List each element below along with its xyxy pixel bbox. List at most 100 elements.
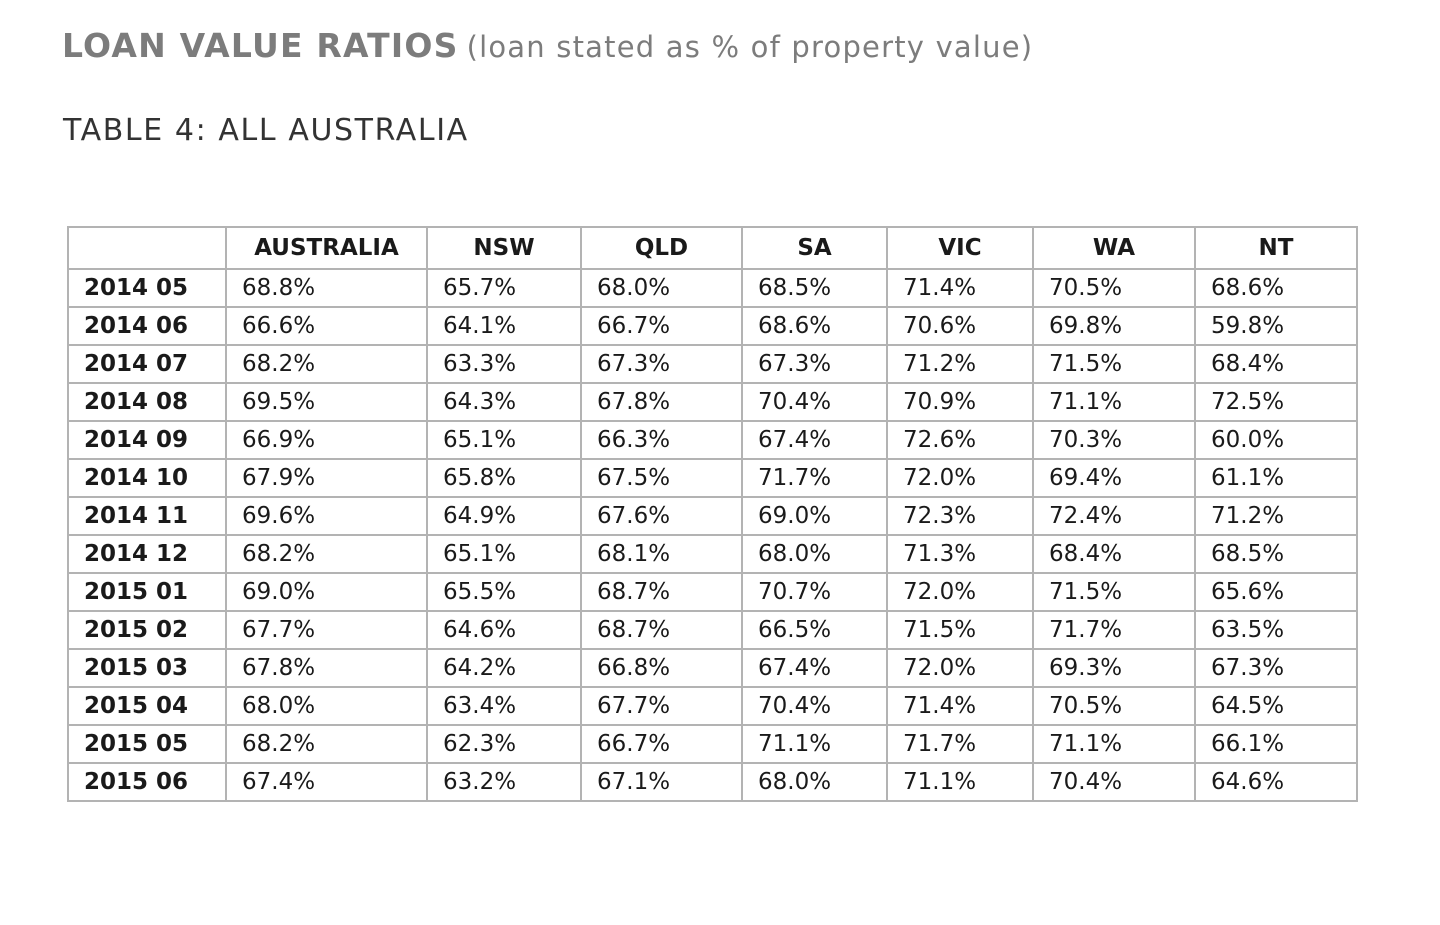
table-cell: 68.1% [580, 534, 743, 574]
table-cell: 70.5% [1032, 268, 1196, 308]
table-cell: 67.3% [580, 344, 743, 384]
table-cell: 65.5% [426, 572, 582, 612]
table-cell: 67.4% [741, 648, 888, 688]
row-period-label: 2015 03 [67, 648, 227, 688]
row-period-label: 2014 09 [67, 420, 227, 460]
table-cell: 71.1% [741, 724, 888, 764]
table-row: 2014 07 68.2% 63.3% 67.3% 67.3% 71.2% 71.5% 68.… [67, 344, 1358, 384]
table-cell: 71.5% [886, 610, 1034, 650]
table-cell: 67.7% [225, 610, 428, 650]
table-cell: 64.6% [1194, 762, 1358, 802]
table-cell: 64.1% [426, 306, 582, 346]
table-cell: 68.4% [1032, 534, 1196, 574]
table-cell: 68.0% [741, 534, 888, 574]
table-cell: 67.8% [580, 382, 743, 422]
table-cell: 67.3% [1194, 648, 1358, 688]
table-cell: 71.5% [1032, 572, 1196, 612]
corner-cell [67, 226, 227, 270]
table-cell: 69.6% [225, 496, 428, 536]
table-cell: 67.6% [580, 496, 743, 536]
table-cell: 64.6% [426, 610, 582, 650]
table-cell: 67.5% [580, 458, 743, 498]
column-header: NT [1194, 226, 1358, 270]
table-cell: 65.1% [426, 420, 582, 460]
table-cell: 68.5% [741, 268, 888, 308]
table-row: 2015 02 67.7% 64.6% 68.7% 66.5% 71.5% 71.7% 63.… [67, 610, 1358, 650]
table-cell: 67.4% [741, 420, 888, 460]
table-cell: 72.4% [1032, 496, 1196, 536]
table-cell: 66.3% [580, 420, 743, 460]
table-cell: 72.6% [886, 420, 1034, 460]
table-cell: 66.7% [580, 306, 743, 346]
table-cell: 71.4% [886, 686, 1034, 726]
table-cell: 66.7% [580, 724, 743, 764]
table-row: 2014 05 68.8% 65.7% 68.0% 68.5% 71.4% 70.5% 68.… [67, 268, 1358, 308]
table-cell: 67.9% [225, 458, 428, 498]
table-cell: 68.0% [580, 268, 743, 308]
row-period-label: 2014 11 [67, 496, 227, 536]
table-cell: 68.6% [1194, 268, 1358, 308]
table-row: 2015 05 68.2% 62.3% 66.7% 71.1% 71.7% 71.1% 66.… [67, 724, 1358, 764]
table-cell: 66.6% [225, 306, 428, 346]
table-cell: 71.2% [1194, 496, 1358, 536]
table-row: 2014 10 67.9% 65.8% 67.5% 71.7% 72.0% 69.4% 61.… [67, 458, 1358, 498]
column-header: NSW [426, 226, 582, 270]
table-cell: 72.0% [886, 648, 1034, 688]
table-cell: 72.3% [886, 496, 1034, 536]
table-row: 2015 03 67.8% 64.2% 66.8% 67.4% 72.0% 69.3% 67.… [67, 648, 1358, 688]
table-cell: 68.7% [580, 572, 743, 612]
table-cell: 71.1% [1032, 382, 1196, 422]
row-period-label: 2014 06 [67, 306, 227, 346]
table-cell: 70.9% [886, 382, 1034, 422]
table-cell: 70.6% [886, 306, 1034, 346]
table-cell: 63.2% [426, 762, 582, 802]
table-cell: 67.1% [580, 762, 743, 802]
table-row: 2014 11 69.6% 64.9% 67.6% 69.0% 72.3% 72.4% 71.… [67, 496, 1358, 536]
row-period-label: 2015 01 [67, 572, 227, 612]
table-cell: 62.3% [426, 724, 582, 764]
table-cell: 63.3% [426, 344, 582, 384]
table-cell: 68.4% [1194, 344, 1358, 384]
table-cell: 66.8% [580, 648, 743, 688]
row-period-label: 2015 06 [67, 762, 227, 802]
table-cell: 63.5% [1194, 610, 1358, 650]
table-cell: 71.5% [1032, 344, 1196, 384]
table-body: 2014 05 68.8% 65.7% 68.0% 68.5% 71.4% 70.5% 68.… [67, 268, 1358, 802]
table-cell: 65.6% [1194, 572, 1358, 612]
title-main: LOAN VALUE RATIOS [62, 26, 459, 65]
column-header: QLD [580, 226, 743, 270]
table-cell: 71.3% [886, 534, 1034, 574]
table-cell: 67.8% [225, 648, 428, 688]
loan-value-ratio-table: AUSTRALIA NSW QLD SA VIC WA NT 2014 05 68.8% 65.… [67, 226, 1358, 802]
table-cell: 69.3% [1032, 648, 1196, 688]
table-cell: 67.3% [741, 344, 888, 384]
table-cell: 69.8% [1032, 306, 1196, 346]
table-cell: 65.7% [426, 268, 582, 308]
table-row: 2015 01 69.0% 65.5% 68.7% 70.7% 72.0% 71.5% 65.… [67, 572, 1358, 612]
table-row: 2014 12 68.2% 65.1% 68.1% 68.0% 71.3% 68.4% 68.… [67, 534, 1358, 574]
title-subtitle: (loan stated as % of property value) [466, 30, 1034, 64]
table-cell: 60.0% [1194, 420, 1358, 460]
row-period-label: 2015 02 [67, 610, 227, 650]
table-cell: 70.4% [741, 382, 888, 422]
table-cell: 72.0% [886, 458, 1034, 498]
table-cell: 65.1% [426, 534, 582, 574]
table-cell: 68.2% [225, 724, 428, 764]
table-cell: 69.0% [225, 572, 428, 612]
table-cell: 68.7% [580, 610, 743, 650]
table-row: 2015 06 67.4% 63.2% 67.1% 68.0% 71.1% 70.4% 64.… [67, 762, 1358, 802]
header-row: AUSTRALIA NSW QLD SA VIC WA NT [67, 226, 1358, 270]
column-header: SA [741, 226, 888, 270]
table-row: 2014 08 69.5% 64.3% 67.8% 70.4% 70.9% 71.1% 72.… [67, 382, 1358, 422]
table-cell: 71.1% [886, 762, 1034, 802]
table-cell: 64.9% [426, 496, 582, 536]
table-cell: 69.0% [741, 496, 888, 536]
table-cell: 71.4% [886, 268, 1034, 308]
table-cell: 67.4% [225, 762, 428, 802]
row-period-label: 2014 10 [67, 458, 227, 498]
table-cell: 66.1% [1194, 724, 1358, 764]
table-cell: 69.5% [225, 382, 428, 422]
row-period-label: 2014 12 [67, 534, 227, 574]
column-header: VIC [886, 226, 1034, 270]
table-cell: 64.3% [426, 382, 582, 422]
